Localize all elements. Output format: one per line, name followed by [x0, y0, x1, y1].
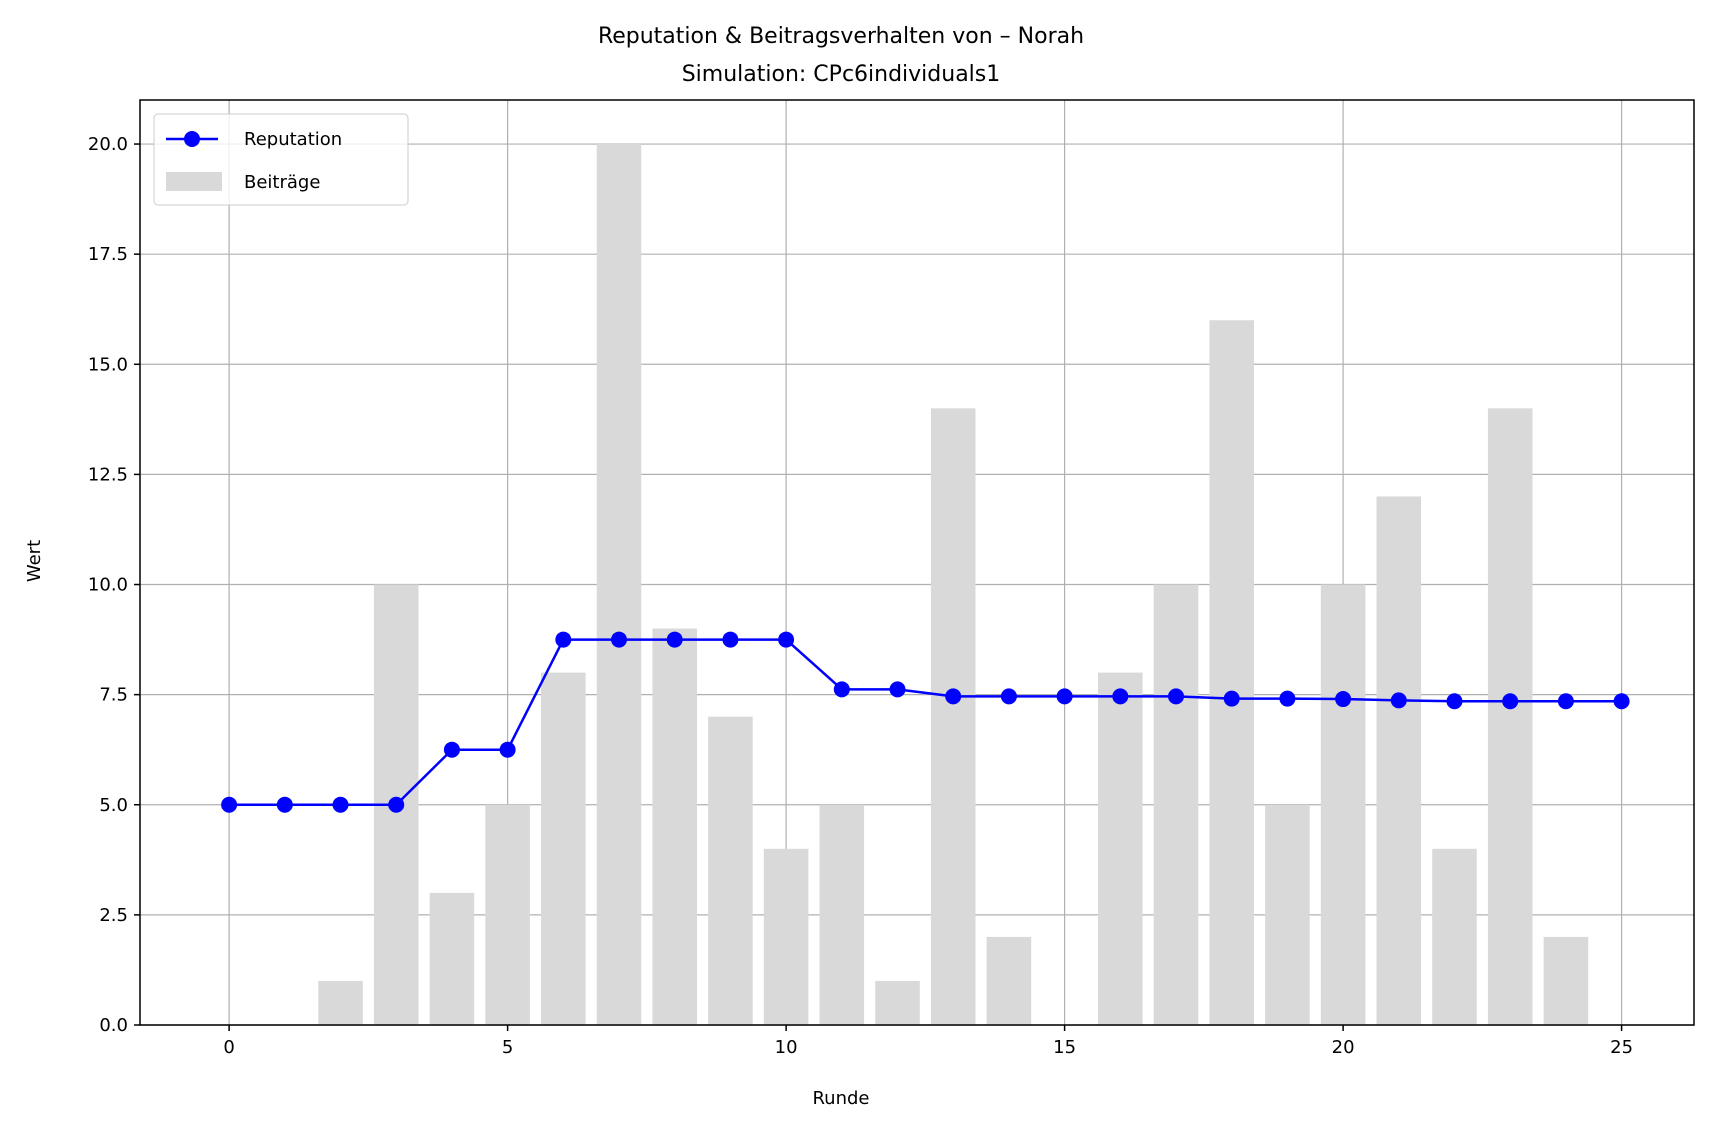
point-reputation — [332, 796, 349, 813]
point-reputation — [1279, 690, 1296, 707]
legend-label-reputation: Reputation — [244, 129, 342, 150]
point-reputation — [1223, 690, 1240, 707]
y-tick-label: 0.0 — [99, 1015, 128, 1036]
bar-beitraege — [429, 892, 475, 1025]
point-reputation — [1390, 692, 1407, 709]
point-reputation — [1335, 691, 1352, 708]
legend: Reputation Beiträge — [153, 113, 409, 206]
x-tick-label: 25 — [1610, 1037, 1633, 1058]
bar-beitraege — [485, 804, 530, 1025]
point-reputation — [1168, 688, 1184, 705]
chart-subtitle: Simulation: CPc6individuals1 — [682, 62, 1001, 87]
line-layer — [221, 631, 1630, 813]
bar-beitraege — [596, 144, 642, 1026]
x-tick-label: 20 — [1332, 1037, 1355, 1058]
bar-beitraege — [763, 848, 809, 1025]
series-line-reputation — [229, 638, 1622, 807]
chart-title: Reputation & Beitragsverhalten von – Nor… — [598, 24, 1084, 49]
x-tick-label: 5 — [502, 1037, 513, 1058]
point-reputation — [666, 631, 683, 648]
bar-beitraege — [986, 936, 1032, 1025]
point-reputation — [945, 688, 962, 705]
point-reputation — [555, 631, 572, 648]
legend-line-marker — [184, 131, 200, 147]
y-tick-label: 5.0 — [99, 795, 128, 816]
legend-bar-swatch — [166, 172, 222, 191]
bar-beitraege — [708, 716, 753, 1025]
point-reputation — [1000, 688, 1017, 705]
bar-beitraege — [1376, 496, 1422, 1025]
axes-layer — [139, 99, 1695, 1026]
bar-beitraege — [1487, 408, 1533, 1025]
point-reputation — [1502, 693, 1519, 710]
y-tick-label: 17.5 — [88, 244, 128, 265]
bar-beitraege — [1209, 320, 1254, 1025]
point-reputation — [778, 631, 795, 648]
bar-beitraege — [318, 980, 363, 1025]
y-axis-label: Wert — [24, 540, 45, 582]
bar-beitraege — [652, 628, 697, 1025]
ticks-layer: 0 5 10 15 20 25 0.0 2.5 5.0 7.5 10.0 12.5 15.0 17.5 20… — [88, 134, 1633, 1058]
bar-beitraege — [875, 980, 920, 1025]
point-reputation — [1112, 688, 1129, 705]
plot-frame — [139, 99, 1695, 1026]
bar-beitraege — [930, 408, 976, 1025]
bars-layer — [318, 144, 1589, 1026]
y-tick-label: 7.5 — [99, 685, 128, 706]
bar-beitraege — [1153, 584, 1199, 1025]
point-reputation — [499, 741, 516, 758]
bar-beitraege — [1432, 848, 1477, 1025]
legend-label-beitraege: Beiträge — [244, 172, 320, 193]
point-reputation — [889, 681, 906, 698]
point-reputation — [388, 796, 405, 813]
point-reputation — [443, 741, 460, 758]
point-reputation — [221, 796, 238, 813]
y-tick-label: 2.5 — [99, 905, 128, 926]
bar-beitraege — [1265, 804, 1310, 1025]
bar-beitraege — [1320, 584, 1366, 1025]
bar-beitraege — [1098, 672, 1143, 1025]
y-tick-label: 15.0 — [88, 354, 128, 375]
point-reputation — [1446, 693, 1463, 710]
point-reputation — [1557, 693, 1574, 710]
x-tick-label: 10 — [775, 1037, 798, 1058]
x-tick-label: 0 — [223, 1037, 234, 1058]
y-tick-label: 12.5 — [88, 464, 128, 485]
bar-beitraege — [819, 804, 865, 1025]
x-tick-label: 15 — [1053, 1037, 1076, 1058]
point-reputation — [1613, 693, 1630, 710]
point-reputation — [1056, 688, 1073, 705]
x-axis-label: Runde — [812, 1088, 869, 1109]
bar-beitraege — [541, 672, 586, 1025]
y-tick-label: 10.0 — [88, 575, 128, 596]
point-reputation — [833, 681, 850, 698]
point-reputation — [722, 631, 739, 648]
point-reputation — [276, 796, 293, 813]
bar-beitraege — [1543, 936, 1589, 1025]
y-tick-label: 20.0 — [88, 134, 128, 155]
point-reputation — [611, 631, 628, 648]
